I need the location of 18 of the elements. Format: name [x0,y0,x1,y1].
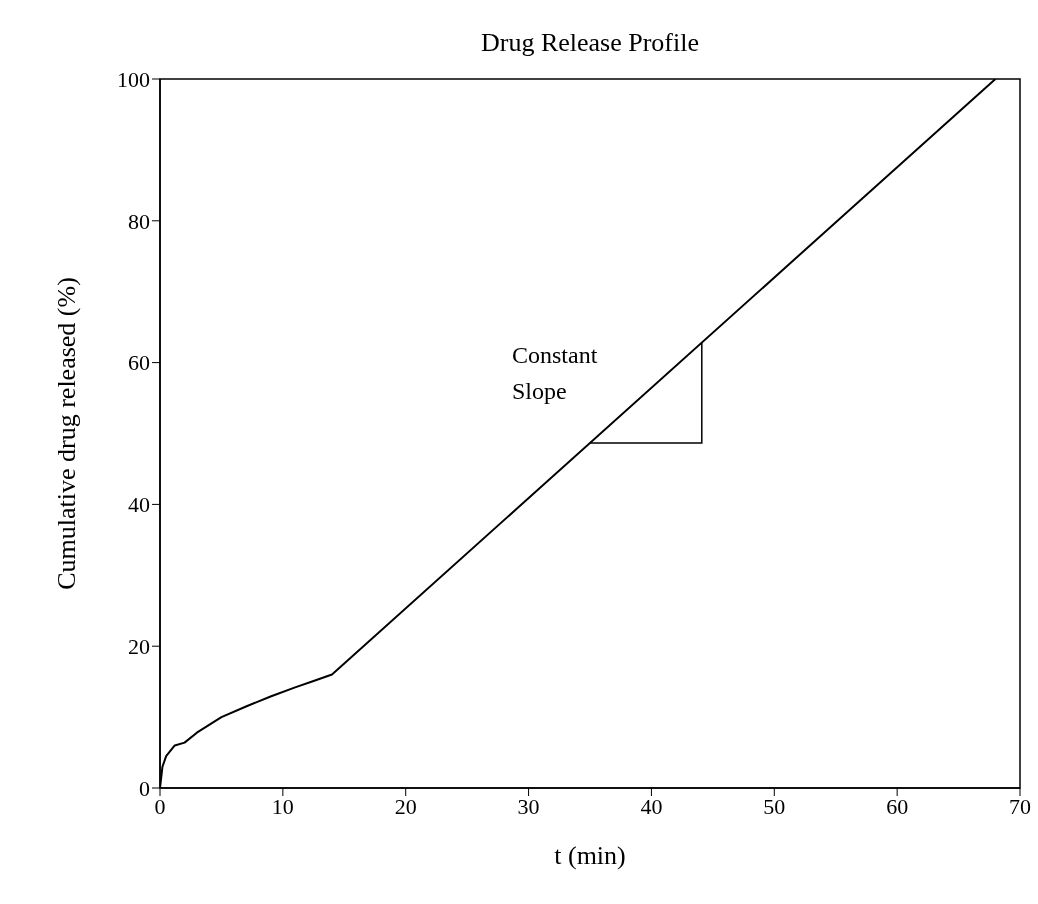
y-tick-label: 20 [128,634,150,660]
y-tick-label: 80 [128,208,150,234]
x-tick-label: 0 [154,793,166,819]
y-tick-label: 0 [139,775,150,801]
x-axis-title: t (min) [554,841,626,870]
y-tick-label: 100 [117,66,150,92]
annotation: Constant Slope [512,341,598,404]
x-tick-label: 30 [517,793,540,819]
y-axis-title: Cumulative drug released (%) [52,277,82,590]
y-tick-label: 60 [128,350,150,376]
x-tick-label: 10 [271,793,294,819]
x-tick-label: 20 [394,793,417,819]
x-tick-label: 40 [640,793,663,819]
x-tick-label: 50 [763,793,786,819]
x-tick-label: 60 [886,793,909,819]
y-tick-label: 40 [128,492,150,518]
x-tick-label: 70 [1009,793,1031,819]
chart-title: Drug Release Profile [479,28,700,58]
